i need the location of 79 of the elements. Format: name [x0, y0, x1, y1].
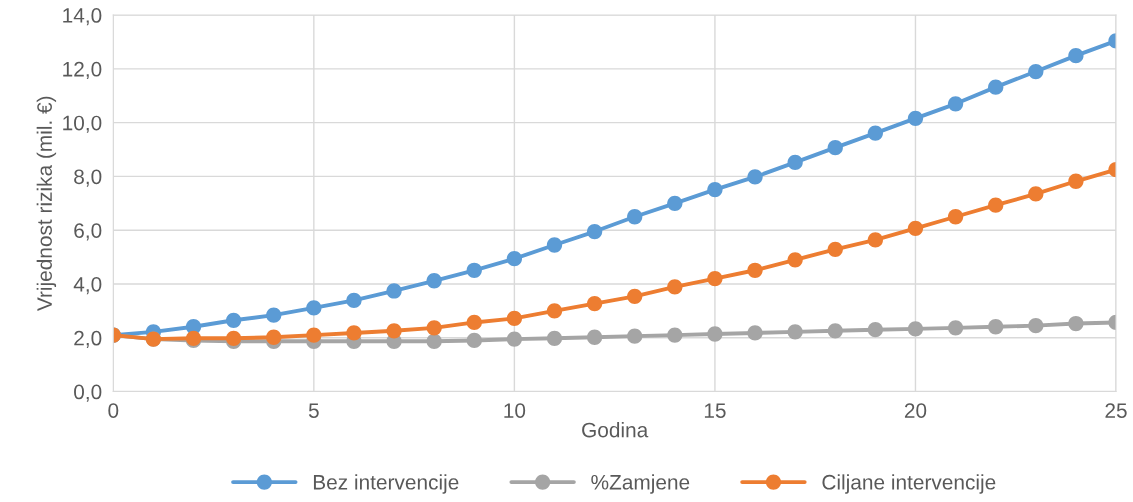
point: [1028, 186, 1044, 202]
point: [466, 262, 482, 278]
point: [907, 321, 924, 337]
point: [867, 125, 883, 141]
point: [867, 322, 883, 338]
point: [827, 323, 843, 339]
y-tick-label: 2,0: [74, 330, 102, 348]
point: [586, 223, 603, 240]
point: [346, 292, 362, 309]
point: [546, 303, 563, 319]
point: [1068, 315, 1084, 332]
x-axis-title: Godina: [582, 422, 649, 438]
point: [907, 110, 924, 126]
point: [546, 237, 563, 253]
point: [988, 319, 1004, 335]
y-tick-label: 8,0: [74, 169, 102, 187]
point: [266, 329, 282, 345]
point: [787, 154, 803, 171]
point: [466, 314, 482, 331]
point: [225, 312, 242, 328]
point: [1068, 173, 1084, 189]
point: [506, 251, 523, 267]
point: [667, 195, 683, 211]
x-tick-label: 10: [504, 403, 526, 418]
y-axis-title: Vrijednost rizika (mil. €): [36, 96, 57, 312]
legend-label: %Zamjene: [591, 474, 690, 494]
y-tick-label: 4,0: [73, 276, 102, 295]
point: [346, 325, 362, 341]
point: [747, 169, 763, 185]
point: [546, 330, 563, 346]
point: [506, 331, 523, 347]
point: [787, 324, 803, 340]
point: [827, 140, 843, 156]
y-tick-label: 0,0: [74, 384, 102, 402]
point: [627, 328, 643, 344]
point: [667, 327, 683, 343]
point: [586, 295, 603, 312]
x-tick-label: 15: [704, 403, 726, 418]
point: [426, 333, 442, 349]
point: [988, 197, 1004, 213]
point: [667, 279, 683, 295]
point: [707, 270, 723, 287]
point: [1028, 318, 1044, 334]
x-tick-label: 20: [904, 403, 927, 418]
x-tick-label: 25: [1105, 403, 1127, 418]
point: [266, 307, 282, 323]
point: [707, 326, 723, 342]
point: [1068, 48, 1084, 64]
point: [747, 325, 763, 341]
point: [988, 79, 1004, 95]
y-tick-label: 14,0: [63, 8, 102, 26]
point: [747, 262, 763, 278]
x-tick-label: 5: [308, 403, 319, 418]
point: [386, 283, 402, 299]
point: [586, 329, 603, 345]
point: [506, 310, 523, 327]
point: [787, 252, 803, 268]
point: [947, 320, 964, 336]
point: [386, 323, 402, 339]
point: [627, 288, 643, 304]
point: [947, 96, 964, 112]
point: [627, 209, 643, 225]
point: [827, 241, 843, 257]
y-tick-label: 6,0: [74, 223, 102, 241]
point: [426, 273, 442, 289]
y-tick-label: 10,0: [63, 115, 102, 133]
point: [306, 300, 322, 316]
point: [947, 209, 964, 225]
point: [466, 332, 482, 349]
point: [306, 327, 322, 343]
y-tick-label: 12,0: [63, 61, 102, 80]
point: [426, 320, 442, 336]
point: [907, 220, 924, 236]
legend-label: Ciljane intervencije: [822, 474, 996, 494]
point: [1028, 63, 1044, 80]
x-tick-label: 0: [108, 403, 119, 418]
point: [707, 181, 723, 198]
legend-label: Bez intervencije: [313, 474, 459, 494]
point: [867, 232, 883, 248]
